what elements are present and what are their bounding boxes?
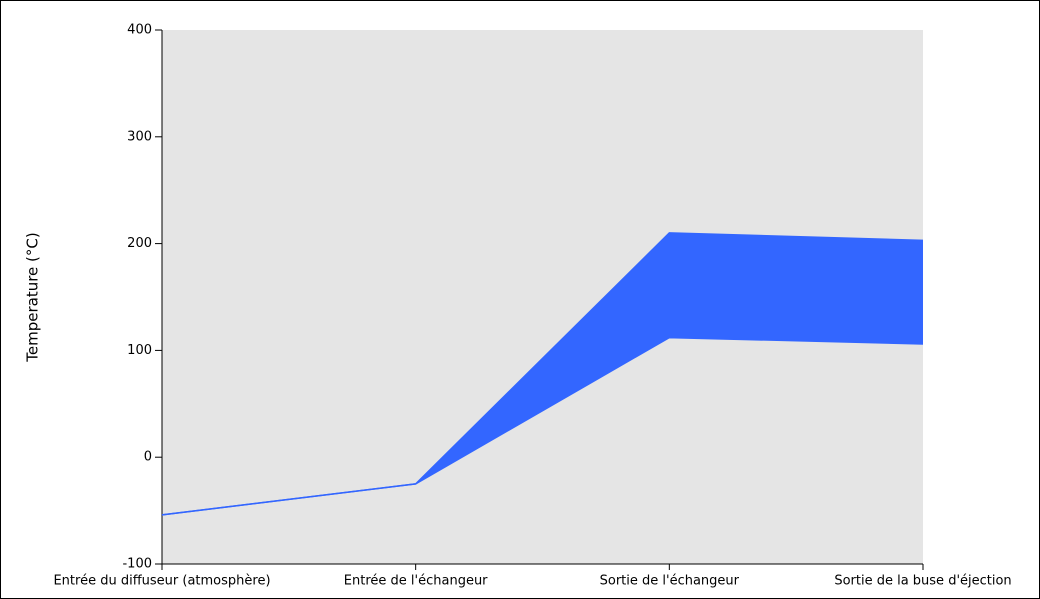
x-tick-label: Entrée de l'échangeur <box>344 574 488 589</box>
range-edge <box>161 232 924 516</box>
y-axis-label: Temperature (°C) <box>24 232 42 362</box>
y-tick-label: 200 <box>127 236 152 251</box>
x-tick-label: Entrée du diffuseur (atmosphère) <box>53 574 270 589</box>
y-tick-label: -100 <box>122 557 152 572</box>
y-tick-label: 0 <box>144 450 152 465</box>
y-tick-label: 400 <box>127 23 152 38</box>
x-tick-label: Sortie de l'échangeur <box>600 574 740 589</box>
range-band <box>162 232 923 515</box>
x-tick-label: Sortie de la buse d'éjection <box>834 574 1011 589</box>
y-tick-label: 100 <box>127 343 152 358</box>
y-tick-label: 300 <box>127 129 152 144</box>
